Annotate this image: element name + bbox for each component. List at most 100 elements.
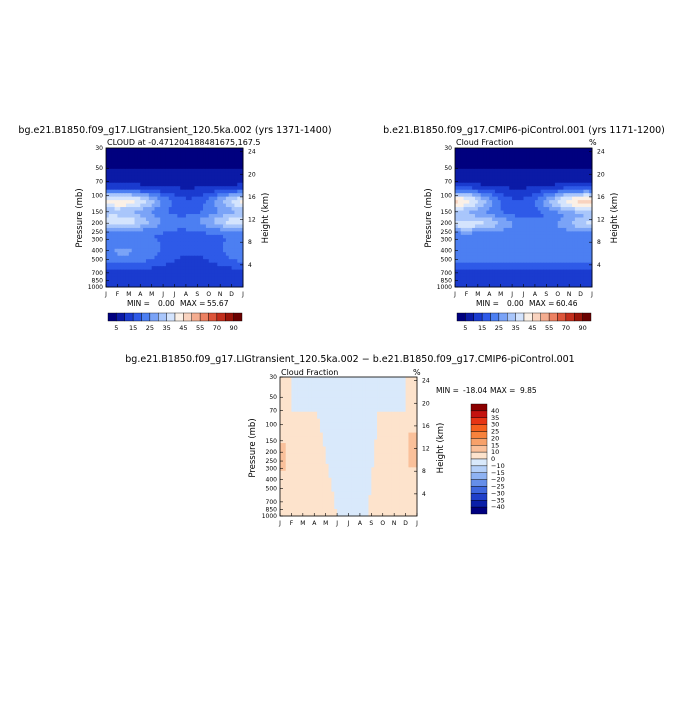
heatmap-cell [532,165,535,169]
heatmap-cell [212,186,215,190]
heatmap-cell [501,186,504,190]
heatmap-cell [206,197,209,201]
heatmap-cell [469,207,472,211]
heatmap-cell [194,197,197,201]
heatmap-cell [109,158,112,162]
heatmap-cell [237,158,240,162]
heatmap-cell [157,207,160,211]
heatmap-cell [197,214,200,218]
heatmap-cell [518,197,521,201]
heatmap-cell [115,252,118,256]
heatmap-cell [209,176,212,180]
heatmap-cell [229,158,232,162]
heatmap-cell [368,398,371,402]
heatmap-cell [498,256,501,260]
heatmap-cell [329,433,332,437]
heatmap-cell [320,405,323,409]
heatmap-cell [455,224,458,228]
heatmap-cell [458,242,461,246]
heatmap-cell [566,242,569,246]
heatmap-cell [326,419,329,423]
heatmap-cell [115,231,118,235]
heatmap-cell [380,415,383,419]
heatmap-cell [549,252,552,256]
heatmap-cell [177,151,180,155]
heatmap-cell [552,186,555,190]
heatmap-cell [109,197,112,201]
heatmap-cell [509,158,512,162]
heatmap-cell [226,214,229,218]
heatmap-cell [558,214,561,218]
heatmap-cell [394,387,397,391]
heatmap-cell [311,387,314,391]
heatmap-cell [234,259,237,263]
heatmap-cell [535,280,538,284]
heatmap-cell [229,214,232,218]
heatmap-cell [206,242,209,246]
heatmap-cell [466,238,469,242]
heatmap-cell [472,197,475,201]
heatmap-cell [186,228,189,232]
heatmap-cell [555,224,558,228]
heatmap-cell [518,277,521,281]
heatmap-cell [135,211,138,215]
heatmap-cell [546,211,549,215]
heatmap-cell [194,235,197,239]
heatmap-cell [232,151,235,155]
heatmap-cell [212,270,215,274]
heatmap-cell [212,155,215,159]
heatmap-cell [532,235,535,239]
heatmap-cell [289,415,292,419]
panel-3: bg.e21.B1850.f09_g17.LIGtransient_120.5k… [125,354,574,527]
heatmap-cell [346,394,349,398]
heatmap-cell [229,169,232,173]
heatmap-cell [343,426,346,430]
heatmap-cell [504,155,507,159]
heatmap-cell [186,197,189,201]
heatmap-cell [504,263,507,267]
heatmap-cell [152,231,155,235]
heatmap-cell [569,148,572,152]
heatmap-cell [334,377,337,381]
heatmap-cell [466,273,469,277]
heatmap-cell [194,259,197,263]
heatmap-cell [458,162,461,166]
heatmap-cell [538,183,541,187]
heatmap-cell [149,214,152,218]
heatmap-cell [172,228,175,232]
heatmap-cell [509,249,512,253]
heatmap-cell [512,148,515,152]
heatmap-cell [166,270,169,274]
height-tick-label: 16 [597,194,605,201]
colorbar-box [465,313,473,321]
heatmap-cell [581,193,584,197]
heatmap-cell [569,151,572,155]
heatmap-cell [464,211,467,215]
heatmap-cell [343,408,346,412]
heatmap-cell [212,256,215,260]
heatmap-cell [183,280,186,284]
panel-1-max-label: MAX = [180,299,205,308]
heatmap-cell [180,242,183,246]
heatmap-cell [203,155,206,159]
heatmap-cell [163,249,166,253]
heatmap-cell [408,426,411,430]
heatmap-cell [469,277,472,281]
heatmap-cell [132,155,135,159]
heatmap-cell [481,224,484,228]
heatmap-cell [172,197,175,201]
heatmap-cell [123,270,126,274]
heatmap-cell [186,221,189,225]
heatmap-cell [123,211,126,215]
heatmap-cell [543,165,546,169]
heatmap-cell [175,259,178,263]
heatmap-cell [478,238,481,242]
heatmap-cell [112,242,115,246]
heatmap-cell [109,252,112,256]
heatmap-cell [535,235,538,239]
heatmap-cell [192,162,195,166]
heatmap-cell [317,391,320,395]
heatmap-cell [329,394,332,398]
heatmap-cell [234,197,237,201]
heatmap-cell [561,200,564,204]
